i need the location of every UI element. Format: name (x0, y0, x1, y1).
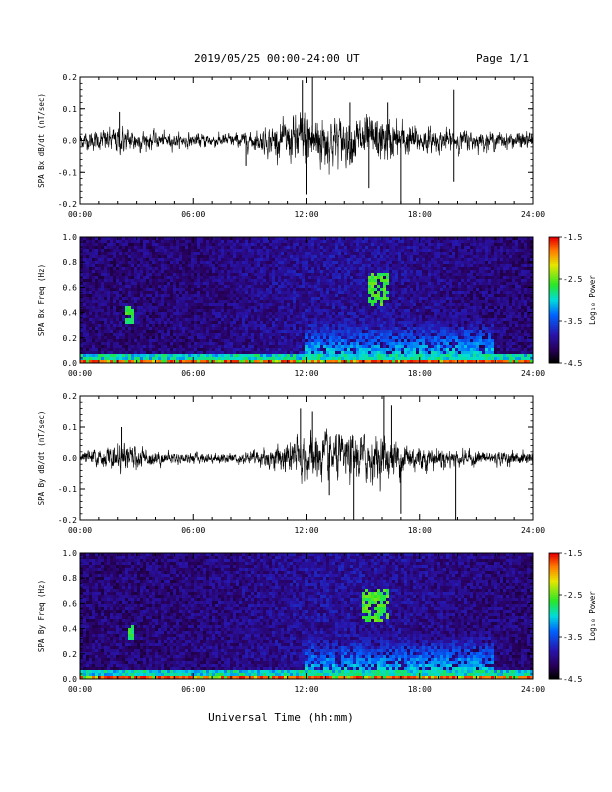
y-tick-label: -0.2 (58, 516, 77, 525)
x-tick-label: 24:00 (521, 210, 545, 219)
colorbar-tick-label: -1.5 (563, 233, 582, 242)
x-tick-label: 06:00 (181, 210, 205, 219)
x-tick-label: 12:00 (294, 210, 318, 219)
y-tick-label: 0.1 (63, 423, 78, 432)
y-tick-label: 0.6 (63, 283, 78, 292)
x-tick-label: 18:00 (408, 210, 432, 219)
colorbar-tick-label: -4.5 (563, 675, 582, 684)
y-tick-label: 0.2 (63, 650, 78, 659)
y-tick-label: 0.0 (63, 137, 78, 146)
timeseries-panel-1: 00:00 06:00 12:00 18:00 24:00 -0.2 -0.1 0.0 0.1 0… (37, 73, 545, 219)
y-tick-label: 0.0 (63, 675, 78, 684)
colorbar-frame (548, 236, 560, 364)
y-tick-label: -0.1 (58, 485, 77, 494)
y-axis-label: SPA By dB/dt (nT/sec) (37, 411, 46, 506)
x-tick-label: 24:00 (521, 369, 545, 378)
y-tick-label: 0.2 (63, 73, 78, 82)
page-number: Page 1/1 (476, 52, 529, 65)
y-tick-label: 0.8 (63, 574, 78, 583)
y-tick-label: 0.0 (63, 454, 78, 463)
y-axis-label: SPA By Freq (Hz) (37, 580, 46, 652)
x-tick-label: 18:00 (408, 369, 432, 378)
y-tick-label: -0.1 (58, 168, 77, 177)
y-tick-label: 0.6 (63, 599, 78, 608)
x-tick-label: 06:00 (181, 369, 205, 378)
y-tick-label: 1.0 (63, 549, 78, 558)
colorbar-tick-label: -4.5 (563, 359, 582, 368)
x-axis-label: Universal Time (hh:mm) (208, 711, 354, 724)
colorbar-tick-label: -2.5 (563, 275, 582, 284)
plot-frame (79, 395, 534, 521)
x-tick-label: 00:00 (68, 526, 92, 535)
y-tick-label: 0.4 (63, 625, 78, 634)
y-tick-label: 0.8 (63, 258, 78, 267)
y-tick-label: -0.2 (58, 200, 77, 209)
y-axis-label: SPA Bx Freq (Hz) (37, 264, 46, 336)
x-tick-label: 00:00 (68, 685, 92, 694)
x-tick-label: 12:00 (294, 526, 318, 535)
spectrogram-cells (80, 237, 533, 363)
spectrogram-panel-2: 00:00 06:00 12:00 18:00 24:00 0.0 0.2 0.4 0.6 0.8… (37, 233, 597, 378)
dbdt-trace (80, 428, 533, 492)
colorbar-frame (548, 552, 560, 680)
y-tick-label: 0.2 (63, 392, 78, 401)
x-tick-label: 12:00 (294, 369, 318, 378)
spectrogram-cells (80, 553, 533, 679)
colorbar-tick-label: -2.5 (563, 591, 582, 600)
y-tick-label: 0.4 (63, 309, 78, 318)
x-tick-label: 24:00 (521, 685, 545, 694)
spectrogram-panel-4: 00:00 06:00 12:00 18:00 24:00 0.0 0.2 0.4 0.6 0.8… (37, 549, 597, 694)
colorbar-label: Log₁₀ Power (588, 591, 597, 641)
colorbar-tick-label: -1.5 (563, 549, 582, 558)
colorbar-tick-label: -3.5 (563, 633, 582, 642)
x-tick-label: 00:00 (68, 210, 92, 219)
colorbar: -1.5 -2.5 -3.5 -4.5 Log₁₀ Power (548, 233, 597, 368)
timeseries-panel-3: 00:00 06:00 12:00 18:00 24:00 -0.2 -0.1 0.0 0.1 0… (37, 392, 545, 535)
x-tick-label: 18:00 (408, 685, 432, 694)
colorbar-tick-label: -3.5 (563, 317, 582, 326)
y-tick-label: 0.1 (63, 105, 78, 114)
colorbar-label: Log₁₀ Power (588, 275, 597, 325)
colorbar: -1.5 -2.5 -3.5 -4.5 Log₁₀ Power (548, 549, 597, 684)
y-tick-label: 0.0 (63, 359, 78, 368)
page-title: 2019/05/25 00:00-24:00 UT (194, 52, 360, 65)
x-tick-label: 24:00 (521, 526, 545, 535)
x-tick-label: 12:00 (294, 685, 318, 694)
x-tick-label: 00:00 (68, 369, 92, 378)
y-tick-label: 1.0 (63, 233, 78, 242)
x-tick-label: 06:00 (181, 526, 205, 535)
x-tick-label: 18:00 (408, 526, 432, 535)
y-tick-label: 0.2 (63, 334, 78, 343)
y-axis-label: SPA Bx dB/dt (nT/sec) (37, 93, 46, 188)
x-tick-label: 06:00 (181, 685, 205, 694)
